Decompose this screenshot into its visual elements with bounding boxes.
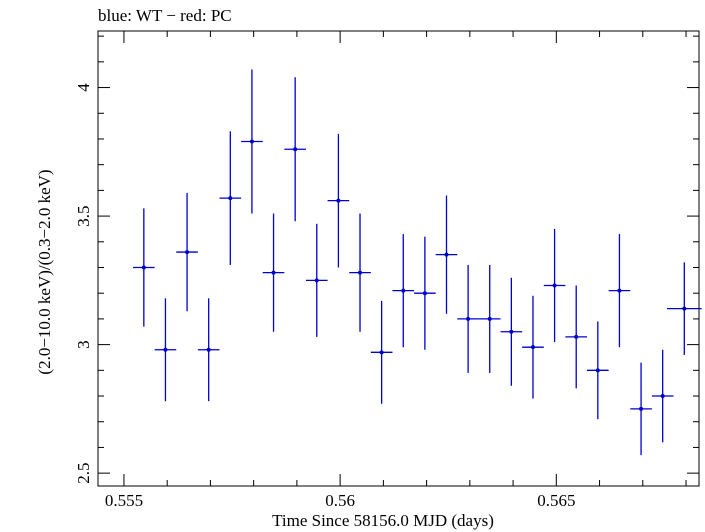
- data-point: [241, 69, 263, 214]
- point-marker: [595, 368, 600, 373]
- data-point: [667, 262, 702, 355]
- data-point: [478, 264, 501, 373]
- point-marker: [206, 347, 211, 352]
- data-point: [565, 285, 588, 389]
- y-tick-label: 2.5: [74, 463, 93, 484]
- data-point: [262, 213, 285, 332]
- data-point: [543, 228, 566, 343]
- tick-labels: 0.555 0.56 0.565 2.5 3 3.5 4: [74, 83, 575, 510]
- data-points: [133, 69, 702, 456]
- point-marker: [185, 250, 190, 255]
- point-marker: [530, 345, 535, 350]
- data-point: [392, 234, 415, 348]
- data-point: [651, 349, 674, 443]
- data-point: [370, 300, 393, 404]
- chart-title: blue: WT − red: PC: [98, 6, 232, 25]
- y-tick-label: 3: [74, 340, 93, 349]
- data-point: [305, 223, 328, 337]
- point-marker: [682, 306, 687, 311]
- y-tick-label: 4: [74, 83, 93, 92]
- data-point: [176, 192, 198, 312]
- point-marker: [552, 283, 557, 288]
- point-marker: [509, 329, 514, 334]
- axis-ticks: [98, 31, 699, 486]
- data-point: [284, 77, 306, 222]
- data-point: [197, 298, 220, 402]
- point-marker: [466, 316, 471, 321]
- point-marker: [271, 270, 276, 275]
- point-marker: [249, 139, 254, 144]
- point-marker: [617, 288, 622, 293]
- point-marker: [141, 265, 146, 270]
- point-marker: [293, 147, 298, 152]
- data-point: [349, 213, 371, 332]
- y-axis-label: (2.0−10.0 keV)/(0.3−2.0 keV): [35, 169, 54, 374]
- x-axis-label: Time Since 58156.0 MJD (days): [272, 511, 494, 530]
- y-tick-label: 3.5: [74, 205, 93, 226]
- data-point: [608, 234, 631, 348]
- x-tick-label: 0.565: [537, 491, 575, 510]
- point-marker: [314, 278, 319, 283]
- point-marker: [336, 198, 341, 203]
- point-marker: [660, 394, 665, 399]
- x-tick-label: 0.555: [105, 491, 143, 510]
- point-marker: [422, 291, 427, 296]
- data-point: [435, 195, 458, 314]
- data-point: [414, 236, 436, 350]
- data-point: [154, 298, 177, 402]
- data-point: [133, 208, 155, 327]
- data-point: [587, 321, 609, 420]
- data-point: [327, 133, 350, 268]
- point-marker: [228, 196, 233, 201]
- data-point: [219, 131, 242, 265]
- data-point: [630, 362, 652, 456]
- point-marker: [358, 270, 363, 275]
- point-marker: [487, 316, 492, 321]
- point-marker: [574, 334, 579, 339]
- point-marker: [401, 288, 406, 293]
- point-marker: [639, 406, 644, 411]
- x-tick-label: 0.56: [325, 491, 355, 510]
- point-marker: [379, 350, 384, 355]
- point-marker: [444, 252, 449, 257]
- data-point: [500, 277, 523, 386]
- data-point: [457, 264, 479, 373]
- plot-frame: [97, 30, 700, 487]
- point-marker: [163, 347, 168, 352]
- data-point: [522, 295, 544, 399]
